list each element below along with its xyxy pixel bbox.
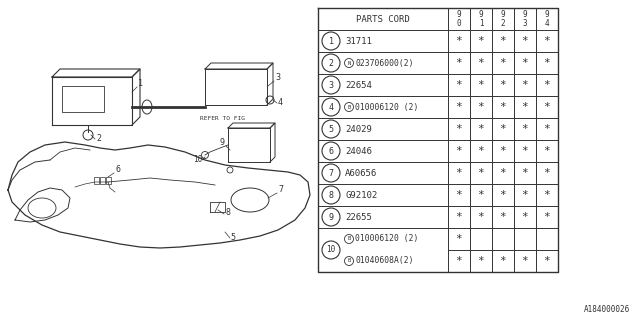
Text: *: * [456, 102, 462, 112]
Text: 8: 8 [225, 208, 230, 217]
Text: *: * [543, 146, 550, 156]
Text: B: B [348, 236, 351, 242]
Text: *: * [522, 58, 529, 68]
Text: *: * [522, 124, 529, 134]
Text: *: * [456, 190, 462, 200]
Text: *: * [543, 190, 550, 200]
Text: 6: 6 [328, 147, 333, 156]
Text: 10: 10 [326, 245, 335, 254]
Text: 9
3: 9 3 [523, 10, 527, 28]
Text: 010006120 (2): 010006120 (2) [355, 102, 419, 111]
Text: 023706000(2): 023706000(2) [355, 59, 413, 68]
Text: 1: 1 [328, 36, 333, 45]
Text: *: * [543, 168, 550, 178]
Bar [94, 177, 99, 184]
Bar [106, 177, 111, 184]
Text: 5: 5 [230, 233, 235, 242]
Text: *: * [500, 212, 506, 222]
Text: *: * [500, 80, 506, 90]
Text: *: * [477, 80, 484, 90]
Text: 010006120 (2): 010006120 (2) [355, 235, 419, 244]
Text: 2: 2 [328, 59, 333, 68]
Text: *: * [543, 102, 550, 112]
Text: *: * [543, 36, 550, 46]
Text: *: * [477, 256, 484, 266]
Text: *: * [522, 102, 529, 112]
Text: 9
0: 9 0 [457, 10, 461, 28]
Text: *: * [543, 58, 550, 68]
Text: 22654: 22654 [345, 81, 372, 90]
Text: 9
4: 9 4 [545, 10, 549, 28]
Text: A184000026: A184000026 [584, 305, 630, 314]
Text: 5: 5 [328, 124, 333, 133]
Text: *: * [477, 146, 484, 156]
Text: *: * [522, 256, 529, 266]
Text: *: * [456, 212, 462, 222]
Text: *: * [543, 80, 550, 90]
Text: *: * [500, 168, 506, 178]
Text: 9
1: 9 1 [479, 10, 483, 28]
Text: *: * [500, 102, 506, 112]
Text: *: * [477, 190, 484, 200]
Text: 4: 4 [328, 102, 333, 111]
Text: B: B [348, 259, 351, 263]
Text: *: * [477, 212, 484, 222]
Text: 10: 10 [193, 155, 202, 164]
Text: 24046: 24046 [345, 147, 372, 156]
Text: *: * [522, 168, 529, 178]
Text: *: * [477, 168, 484, 178]
Bar [62, 86, 104, 112]
Text: *: * [500, 36, 506, 46]
Text: *: * [522, 212, 529, 222]
Text: *: * [522, 190, 529, 200]
Text: *: * [543, 124, 550, 134]
Text: 4: 4 [278, 98, 283, 107]
Text: 31711: 31711 [345, 36, 372, 45]
Text: N: N [348, 60, 351, 66]
Text: *: * [543, 256, 550, 266]
Text: *: * [456, 256, 462, 266]
Text: *: * [500, 124, 506, 134]
Text: *: * [522, 80, 529, 90]
Text: 9: 9 [328, 212, 333, 221]
Text: 01040608A(2): 01040608A(2) [355, 257, 413, 266]
Text: *: * [477, 102, 484, 112]
Text: 3: 3 [328, 81, 333, 90]
Text: *: * [456, 146, 462, 156]
Text: *: * [543, 212, 550, 222]
Text: *: * [477, 58, 484, 68]
Text: *: * [522, 36, 529, 46]
Text: 8: 8 [328, 190, 333, 199]
Text: 9: 9 [220, 138, 225, 147]
Text: 3: 3 [275, 73, 280, 82]
Text: *: * [456, 58, 462, 68]
Text: PARTS CORD: PARTS CORD [356, 14, 410, 23]
Text: *: * [477, 124, 484, 134]
Text: 2: 2 [96, 134, 101, 143]
Text: *: * [500, 256, 506, 266]
Text: *: * [500, 190, 506, 200]
Text: 24029: 24029 [345, 124, 372, 133]
Text: 7: 7 [278, 185, 283, 194]
Text: *: * [477, 36, 484, 46]
Text: *: * [500, 146, 506, 156]
Text: *: * [456, 124, 462, 134]
Text: REFER TO FIG: REFER TO FIG [200, 116, 245, 121]
Text: *: * [500, 58, 506, 68]
Bar [100, 177, 105, 184]
Text: G92102: G92102 [345, 190, 377, 199]
Text: B: B [348, 105, 351, 109]
Text: 6: 6 [115, 165, 120, 174]
Text: 7: 7 [328, 169, 333, 178]
Text: 9
2: 9 2 [500, 10, 506, 28]
Text: *: * [456, 36, 462, 46]
Text: 22655: 22655 [345, 212, 372, 221]
Text: *: * [456, 168, 462, 178]
Text: *: * [456, 80, 462, 90]
Text: *: * [522, 146, 529, 156]
Text: A60656: A60656 [345, 169, 377, 178]
Text: *: * [456, 234, 462, 244]
Text: 1: 1 [138, 79, 143, 88]
